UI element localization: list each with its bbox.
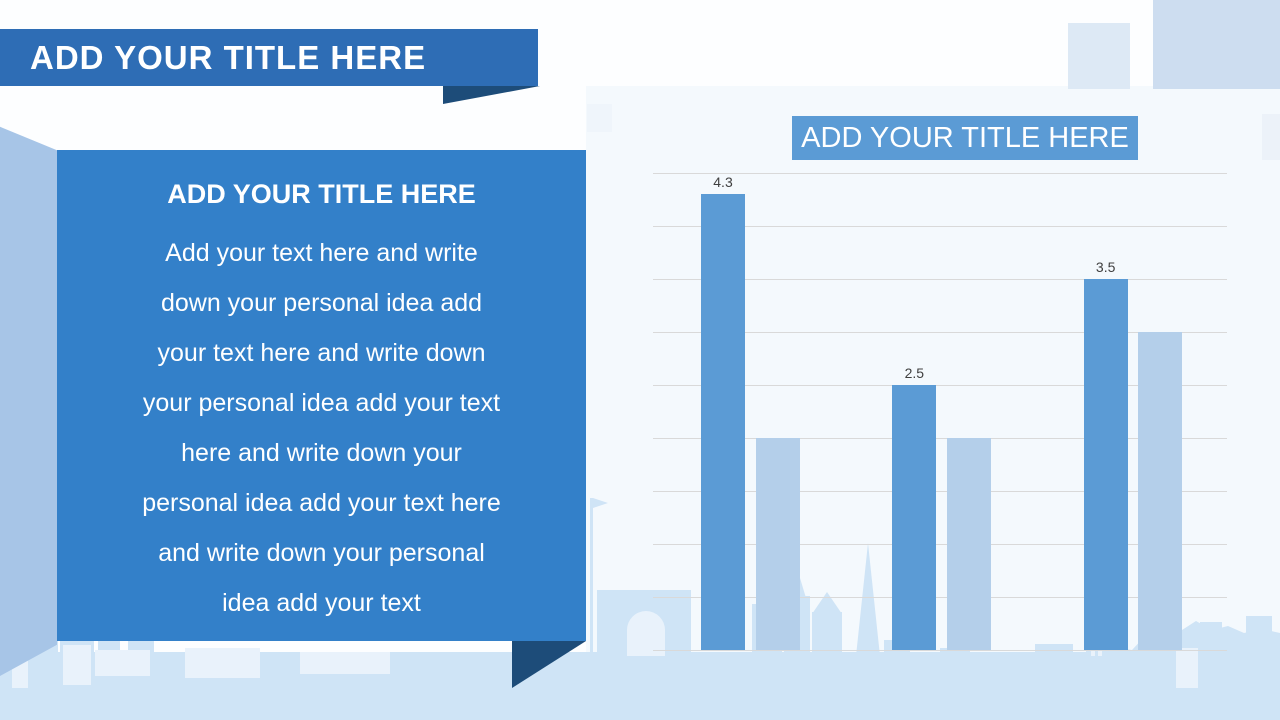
body-line: down your personal idea add	[160, 289, 483, 317]
bar-data-label: 3.5	[1095, 259, 1116, 275]
decor-square-4	[1262, 114, 1280, 160]
bar-s2-g1	[755, 438, 800, 650]
body-line: personal idea add your text here	[142, 489, 501, 517]
body-line: your personal idea add your text	[142, 389, 501, 417]
gridline	[653, 438, 1227, 439]
bar-s1-g2	[892, 385, 937, 650]
gridline	[653, 491, 1227, 492]
decor-square-1	[1068, 23, 1130, 89]
text-panel: ADD YOUR TITLE HERE Add your text here a…	[57, 150, 586, 641]
text-panel-title: ADD YOUR TITLE HERE	[167, 179, 476, 209]
body-line: Add your text here and write	[165, 239, 478, 267]
chart-plot: 4.3 2.5 3.5	[653, 173, 1227, 651]
body-line: idea add your text	[222, 589, 421, 617]
left-page-fold	[0, 126, 57, 676]
text-panel-body: Add your text here and write down your p…	[57, 228, 586, 628]
bar-data-label: 4.3	[713, 174, 733, 191]
gridline	[653, 279, 1227, 280]
bar-s2-g3	[1138, 332, 1183, 650]
gridline	[653, 385, 1227, 386]
gridline	[653, 597, 1227, 598]
gridline	[653, 332, 1227, 333]
body-line: here and write down your	[181, 439, 462, 467]
gridline	[653, 650, 1227, 651]
bar-data-label: 2.5	[904, 365, 925, 381]
banner-title: ADD YOUR TITLE HERE	[30, 39, 427, 76]
decor-square-2	[1153, 0, 1280, 89]
body-line: and write down your personal	[158, 539, 485, 567]
banner-fold-triangle	[443, 86, 540, 104]
chart-title: ADD YOUR TITLE HERE	[792, 116, 1138, 160]
bar-s1-g3	[1083, 279, 1128, 650]
bar-s1-g1	[701, 194, 745, 650]
title-banner: ADD YOUR TITLE HERE	[0, 29, 538, 86]
body-line: your text here and write down	[157, 339, 486, 367]
bar-s2-g2	[946, 438, 991, 650]
gridline	[653, 544, 1227, 545]
gridline	[653, 226, 1227, 227]
gridline	[653, 173, 1227, 174]
decor-square-3	[587, 104, 612, 132]
